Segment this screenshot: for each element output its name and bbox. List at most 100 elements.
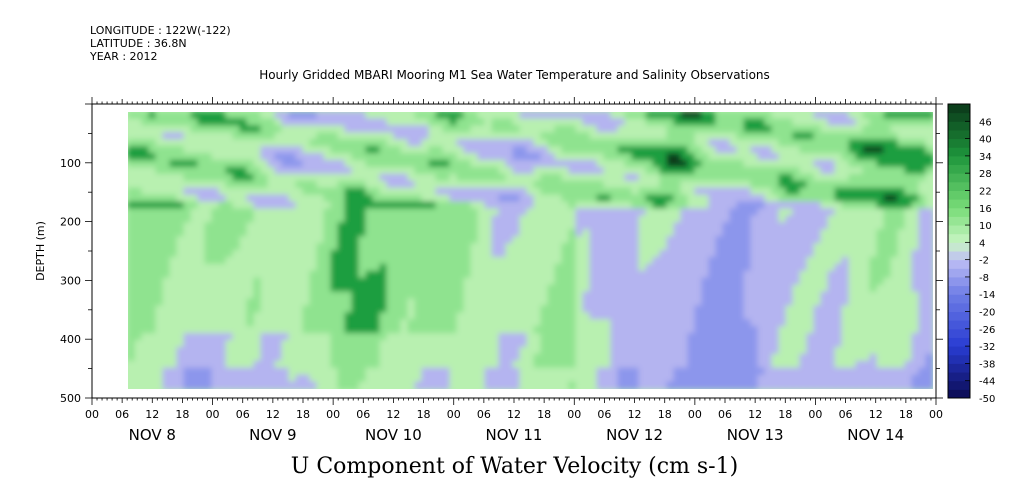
field-cell: [645, 250, 654, 259]
field-cell: [141, 346, 150, 356]
field-cell: [659, 263, 668, 272]
field-cell: [141, 263, 150, 272]
field-cell: [925, 118, 933, 127]
field-cell: [834, 312, 843, 321]
field-cell: [288, 201, 297, 210]
field-cell: [582, 360, 591, 369]
field-cell: [785, 284, 794, 293]
field-cell: [575, 360, 584, 369]
field-cell: [400, 353, 409, 362]
field-cell: [128, 236, 136, 245]
field-cell: [687, 201, 696, 210]
field-cell: [659, 319, 668, 328]
field-cell: [540, 277, 549, 286]
field-cell: [386, 270, 395, 279]
field-cell: [134, 146, 143, 155]
field-cell: [897, 201, 906, 210]
field-cell: [897, 270, 906, 279]
field-cell: [393, 146, 402, 155]
field-cell: [344, 381, 353, 389]
field-cell: [162, 374, 171, 383]
field-cell: [813, 118, 822, 127]
field-cell: [162, 146, 171, 155]
field-cell: [400, 180, 409, 189]
field-cell: [176, 208, 185, 217]
field-cell: [365, 159, 374, 169]
field-cell: [134, 173, 143, 182]
field-cell: [302, 139, 311, 148]
field-cell: [519, 298, 528, 307]
field-cell: [484, 112, 493, 120]
field-cell: [463, 367, 472, 376]
field-cell: [904, 291, 913, 300]
field-cell: [302, 125, 311, 134]
field-cell: [316, 298, 325, 307]
field-cell: [603, 159, 612, 169]
field-cell: [897, 139, 906, 148]
field-cell: [309, 139, 318, 148]
field-cell: [267, 187, 276, 196]
field-cell: [519, 374, 528, 383]
field-cell: [743, 256, 752, 266]
field-cell: [267, 305, 276, 314]
field-cell: [512, 187, 521, 196]
field-cell: [897, 277, 906, 286]
field-cell: [414, 118, 423, 127]
field-cell: [659, 118, 668, 127]
field-cell: [820, 215, 829, 224]
field-cell: [673, 346, 682, 356]
field-cell: [281, 153, 290, 162]
field-cell: [435, 236, 444, 245]
field-cell: [197, 159, 206, 169]
field-cell: [183, 229, 192, 238]
field-cell: [407, 374, 416, 383]
field-cell: [323, 333, 332, 342]
field-cell: [729, 236, 738, 245]
field-cell: [148, 180, 157, 189]
field-cell: [785, 305, 794, 314]
field-cell: [197, 277, 206, 286]
field-cell: [526, 153, 535, 162]
field-cell: [820, 153, 829, 162]
field-cell: [288, 118, 297, 127]
field-cell: [246, 139, 255, 148]
field-cell: [239, 250, 248, 259]
field-cell: [722, 367, 731, 376]
field-cell: [841, 312, 850, 321]
field-cell: [792, 374, 801, 383]
field-cell: [925, 312, 933, 321]
field-cell: [806, 236, 815, 245]
field-cell: [813, 270, 822, 279]
field-cell: [554, 159, 563, 169]
field-cell: [267, 346, 276, 356]
field-cell: [372, 298, 381, 307]
field-cell: [855, 153, 864, 162]
field-cell: [722, 229, 731, 238]
field-cell: [827, 374, 836, 383]
field-cell: [925, 229, 933, 238]
field-cell: [372, 367, 381, 376]
field-cell: [897, 333, 906, 342]
field-cell: [449, 194, 458, 203]
field-cell: [827, 312, 836, 321]
field-cell: [393, 166, 402, 176]
field-cell: [876, 360, 885, 369]
field-cell: [351, 312, 360, 321]
field-cell: [323, 153, 332, 162]
field-cell: [484, 187, 493, 196]
field-cell: [743, 263, 752, 272]
field-cell: [358, 118, 367, 127]
field-cell: [799, 173, 808, 182]
field-cell: [484, 312, 493, 321]
field-cell: [211, 277, 220, 286]
field-cell: [288, 298, 297, 307]
field-cell: [323, 374, 332, 383]
field-cell: [666, 166, 675, 176]
field-cell: [232, 243, 241, 252]
field-cell: [498, 367, 507, 376]
field-cell: [148, 305, 157, 314]
field-cell: [456, 270, 465, 279]
field-cell: [176, 187, 185, 196]
field-cell: [470, 194, 479, 203]
field-cell: [547, 201, 556, 210]
